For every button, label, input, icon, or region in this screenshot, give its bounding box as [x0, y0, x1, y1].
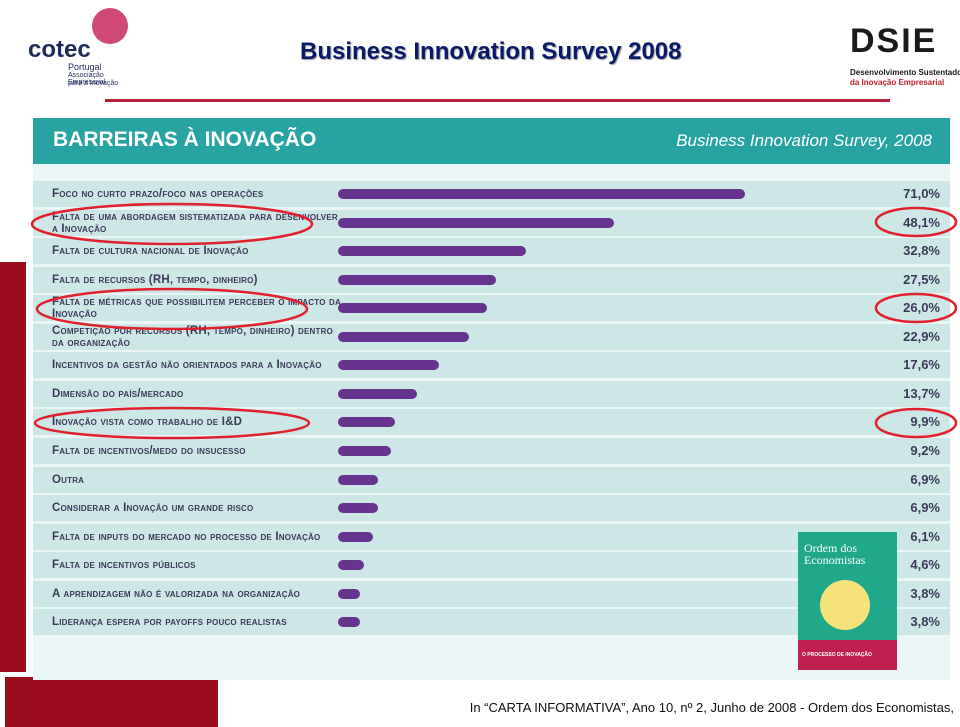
value-label: 9,9% [910, 414, 940, 430]
value-label: 6,9% [910, 471, 940, 487]
value-label: 26,0% [903, 300, 940, 316]
chart-header [33, 118, 950, 164]
category-label: Falta de cultura nacional de Inovação [52, 245, 249, 258]
value-label: 6,1% [910, 528, 940, 544]
bottom-decoration [5, 677, 218, 727]
magazine-band [798, 640, 897, 670]
category-label: Falta de recursos (RH, tempo, dinheiro) [52, 273, 258, 286]
category-label: Falta de métricas que possibilitem perce… [52, 296, 341, 321]
magazine-bulb [820, 580, 870, 630]
row-band [33, 495, 950, 522]
row-band [33, 523, 950, 550]
row-band [33, 609, 950, 636]
bar [338, 274, 496, 285]
value-label: 22,9% [903, 328, 940, 344]
highlight-ellipse [874, 292, 958, 324]
category-label: Falta de uma abordagem sistematizada par… [52, 210, 338, 235]
row-band [33, 552, 950, 579]
left-logo: cotec Portugal Associação Empresarial pa… [0, 0, 140, 100]
bar [338, 588, 360, 599]
source-note: In “CARTA INFORMATIVA”, Ano 10, nº 2, Ju… [469, 700, 954, 715]
category-label: Outra [52, 473, 85, 486]
category-label: Inovação vista como trabalho de I&D [52, 416, 243, 429]
bar [338, 445, 391, 456]
highlight-ellipse [874, 206, 958, 238]
highlight-ellipse [33, 406, 311, 440]
category-label: Considerar a Inovação um grande risco [52, 502, 254, 515]
bar [338, 417, 395, 428]
value-label: 9,2% [910, 442, 940, 458]
highlight-ellipse [30, 202, 314, 246]
row-band [33, 295, 950, 322]
magazine-title: Ordem dos Economistas [804, 541, 866, 567]
value-label: 3,8% [910, 614, 940, 630]
category-label: Dimensão do país/mercado [52, 387, 184, 400]
bar [338, 303, 487, 314]
logo-name: DSIE [850, 22, 938, 60]
category-label: Incentivos da gestão não orientados para… [52, 359, 322, 372]
logo-tagline: Desenvolvimento Sustentado [850, 68, 960, 77]
category-label: Falta de incentivos públicos [52, 559, 196, 572]
logo-tagline: para a Inovação [68, 80, 119, 87]
slide-title: Business Innovation Survey 2008 [300, 38, 682, 65]
value-label: 71,0% [903, 186, 940, 201]
title-rule [105, 99, 890, 102]
bar [338, 474, 378, 485]
category-label: Foco no curto prazo/foco nas operações [52, 188, 264, 200]
magazine-cover: Ordem dos Economistas O processo de inov… [798, 532, 897, 670]
bar [338, 531, 373, 542]
bar [338, 217, 614, 228]
bar [338, 388, 417, 399]
bar [338, 189, 745, 199]
category-label: Falta de incentivos/medo do insucesso [52, 444, 246, 457]
logo-tagline: Associação Empresarial [68, 72, 106, 86]
highlight-ellipse [35, 287, 309, 331]
value-label: 3,8% [910, 585, 940, 601]
chart-title: BARREIRAS À INOVAÇÃO [53, 128, 317, 151]
value-label: 48,1% [903, 214, 940, 230]
chart-subtitle: Business Innovation Survey, 2008 [676, 131, 932, 150]
value-label: 32,8% [903, 243, 940, 259]
value-label: 13,7% [903, 385, 940, 401]
bar [338, 360, 439, 371]
bar [338, 503, 378, 514]
bar [338, 246, 526, 257]
highlight-ellipse [874, 407, 958, 439]
bar [338, 331, 470, 342]
bar [338, 560, 365, 571]
logo-mark [92, 8, 128, 44]
row-band [33, 380, 950, 407]
value-label: 17,6% [903, 357, 940, 373]
bar [338, 617, 360, 628]
logo-country: Portugal [68, 62, 102, 72]
value-label: 6,9% [910, 500, 940, 516]
value-label: 27,5% [903, 271, 940, 287]
value-label: 4,6% [910, 557, 940, 573]
row-band [33, 409, 950, 436]
right-logo: DSIE Desenvolvimento Sustentado da Inova… [850, 22, 960, 92]
category-label: Liderança espera por payoffs pouco reali… [52, 616, 287, 629]
row-band [33, 437, 950, 464]
magazine-headline: O processo de inovação [802, 652, 872, 658]
left-decoration [0, 262, 26, 672]
row-band [33, 580, 950, 607]
logo-name: cotec [28, 36, 91, 63]
category-label: A aprendizagem não é valorizada na organ… [52, 587, 301, 600]
category-label: Falta de inputs do mercado no processo d… [52, 530, 321, 543]
logo-tagline: da Inovação Empresarial [850, 78, 945, 87]
row-band [33, 352, 950, 379]
row-band [33, 466, 950, 493]
